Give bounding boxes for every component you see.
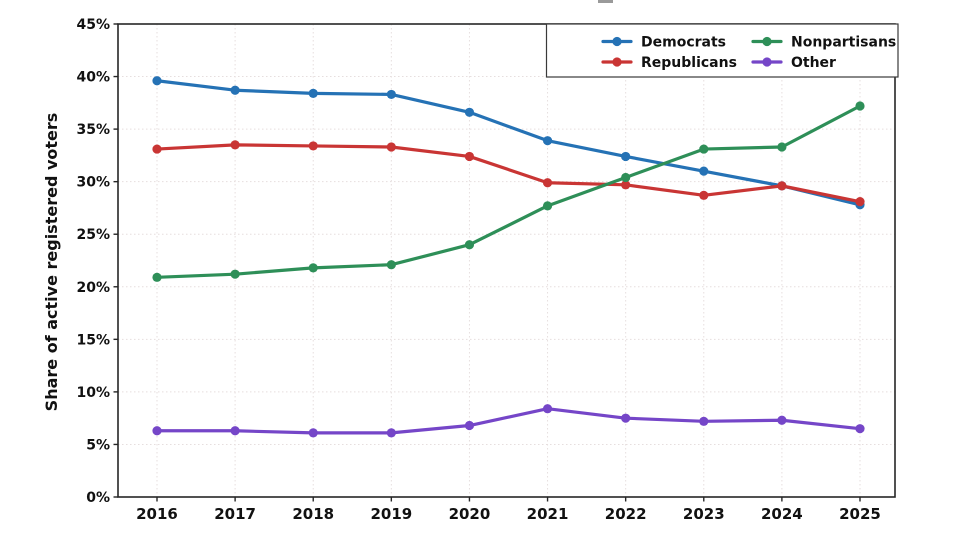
legend-label: Other [791,55,836,71]
y-tick-label: 25% [76,227,110,243]
data-point-nonpartisans-2025 [855,101,865,111]
data-point-democrats-2018 [308,88,318,98]
y-tick-label: 0% [86,490,110,506]
x-tick-label: 2020 [449,505,491,523]
data-point-other-2023 [699,416,709,426]
data-point-democrats-2021 [542,136,553,146]
data-point-republicans-2022 [621,180,631,190]
data-point-nonpartisans-2017 [230,269,240,279]
data-point-nonpartisans-2023 [699,144,709,154]
y-tick-label: 10% [76,385,110,401]
x-tick-label: 2024 [761,505,803,523]
y-tick-label: 35% [76,122,110,138]
y-tick-label: 20% [76,280,110,296]
data-point-other-2025 [855,424,865,434]
axes-box [117,23,896,498]
x-tick-label: 2018 [292,505,334,523]
data-point-republicans-2020 [464,151,475,162]
legend-item-nonpartisans: Nonpartisans [751,35,896,51]
data-point-other-2020 [464,420,475,431]
data-point-democrats-2019 [386,89,396,100]
data-point-democrats-2016 [152,76,162,86]
cropped-title-fragment [598,0,613,3]
data-point-republicans-2016 [152,144,162,154]
data-point-nonpartisans-2018 [308,263,318,273]
series-line-other [155,407,862,435]
series-republicans [152,140,865,207]
data-point-republicans-2021 [542,178,553,188]
data-point-republicans-2018 [308,141,318,151]
series-line-democrats [155,79,862,207]
legend-item-democrats: Democrats [601,35,726,51]
data-point-nonpartisans-2019 [386,260,396,270]
data-point-republicans-2019 [386,142,396,152]
data-point-other-2016 [152,426,162,436]
x-tick-label: 2021 [527,505,569,523]
data-point-other-2018 [308,428,318,438]
data-point-democrats-2020 [464,107,475,117]
legend-label: Democrats [641,35,726,51]
data-point-republicans-2024 [777,181,787,191]
y-tick-label: 40% [76,70,110,86]
data-point-republicans-2017 [230,140,240,150]
x-tick-label: 2017 [214,505,256,523]
series-other [152,404,865,438]
data-point-other-2019 [386,428,396,438]
legend-marker [762,36,772,47]
data-point-other-2017 [230,426,240,436]
legend-marker [612,57,622,67]
series-line-republicans [155,143,862,204]
x-tick-label: 2019 [370,505,412,523]
data-point-other-2021 [542,404,553,414]
series-nonpartisans [152,101,865,282]
data-point-nonpartisans-2022 [621,172,631,183]
data-point-democrats-2017 [230,85,240,95]
y-tick-label: 30% [76,175,110,191]
x-tick-label: 2023 [683,505,725,523]
data-point-nonpartisans-2016 [152,272,162,282]
x-tick-label: 2025 [839,505,881,523]
data-point-democrats-2022 [621,151,631,162]
data-point-other-2024 [777,415,787,425]
y-tick-label: 5% [86,437,110,453]
legend-marker [762,57,772,67]
legend-item-other: Other [751,55,836,71]
y-tick-label: 45% [76,17,110,33]
legend-item-republicans: Republicans [601,55,737,71]
y-axis-title: Share of active registered voters [42,113,61,412]
series-line-nonpartisans [155,104,862,279]
data-point-nonpartisans-2021 [542,201,553,211]
legend-box [545,23,899,78]
data-point-nonpartisans-2020 [464,240,475,250]
data-point-republicans-2025 [855,197,865,207]
legend-label: Nonpartisans [791,35,896,51]
legend: Democrats Republicans Nonpartisans Other [545,23,899,78]
x-tick-label: 2016 [136,505,178,523]
data-point-democrats-2023 [699,166,709,176]
legend-marker [612,36,622,47]
y-tick-label: 15% [76,332,110,348]
legend-label: Republicans [641,55,737,71]
data-point-republicans-2023 [699,190,709,200]
data-point-nonpartisans-2024 [777,142,787,152]
x-tick-label: 2022 [605,505,647,523]
data-point-other-2022 [621,413,631,423]
